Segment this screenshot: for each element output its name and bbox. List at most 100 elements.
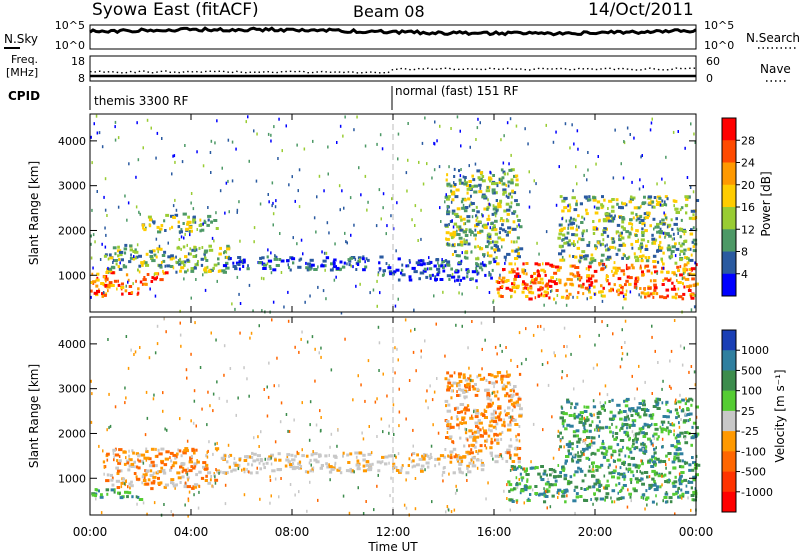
data-cell [200,257,204,261]
data-cell [135,475,138,479]
data-cell [354,257,357,261]
data-cell [682,270,686,274]
data-cell [639,470,641,474]
data-cell [274,458,277,462]
data-cell [193,249,197,253]
data-cell [285,413,288,416]
data-cell [510,395,514,399]
data-cell [493,248,498,252]
data-cell [106,267,108,271]
data-cell [447,378,451,382]
data-cell [165,450,170,454]
data-cell [583,426,586,430]
data-cell [668,410,672,414]
data-cell [683,285,686,289]
data-cell [405,471,410,475]
data-cell [401,268,404,272]
data-cell [96,488,99,492]
data-cell [603,452,608,456]
data-cell [668,471,672,475]
data-cell [207,471,212,475]
data-cell [604,401,607,405]
data-cell [245,120,247,124]
data-cell [476,126,479,130]
data-cell [537,294,541,298]
data-cell [313,458,318,462]
data-cell [560,295,565,299]
data-cell [476,210,480,214]
data-cell [663,211,665,215]
data-cell [196,150,198,154]
data-cell [585,208,588,212]
data-cell [342,494,345,498]
data-cell [98,489,100,493]
data-cell [328,470,333,474]
data-cell [456,488,458,492]
data-cell [625,257,629,260]
data-cell [145,456,150,460]
data-cell [605,275,609,279]
data-cell [674,475,677,479]
data-cell [195,424,197,428]
data-cell [619,439,625,442]
data-cell [384,455,389,459]
data-cell [578,237,581,241]
data-cell [621,357,623,361]
data-cell [645,244,648,248]
data-cell [614,214,616,218]
data-cell [192,255,197,258]
data-cell [447,507,449,511]
data-cell [599,401,602,405]
data-cell [644,223,646,227]
data-cell [542,472,546,476]
data-cell [513,210,517,214]
data-cell [429,276,432,280]
data-cell [659,485,662,489]
data-cell [198,470,202,474]
colorbar-tick-label: 8 [741,246,748,259]
data-cell [482,426,484,430]
data-cell [590,281,594,285]
data-cell [496,390,499,394]
data-cell [471,432,474,435]
data-cell [587,198,592,202]
data-cell [476,435,480,439]
data-cell [142,461,145,465]
data-cell [592,220,595,223]
data-cell [239,331,241,335]
data-cell [444,399,449,403]
data-cell [665,428,668,432]
data-cell [128,482,132,486]
data-cell [469,451,474,455]
data-cell [275,264,280,267]
data-cell [130,465,135,468]
data-cell [442,265,445,269]
data-cell [132,257,135,261]
data-cell [452,233,457,237]
data-cell [171,225,174,229]
data-cell [665,288,670,292]
data-cell [654,473,657,477]
data-cell [644,507,646,511]
data-cell [106,285,111,289]
data-cell [283,305,285,309]
data-cell [381,455,385,459]
data-cell [412,459,415,463]
data-cell [105,271,109,274]
y-tick-label: 3000 [58,383,86,396]
data-cell [585,456,589,460]
data-cell [262,267,267,270]
data-cell [668,496,673,500]
data-cell [695,199,700,202]
data-cell [688,268,692,271]
data-cell [522,280,524,284]
data-cell [465,268,470,272]
data-cell [104,253,108,257]
data-cell [462,230,467,234]
data-cell [679,208,682,212]
data-cell [655,403,659,407]
data-cell [636,215,639,219]
data-cell [342,451,345,455]
data-cell [358,166,360,170]
data-cell [365,500,367,503]
